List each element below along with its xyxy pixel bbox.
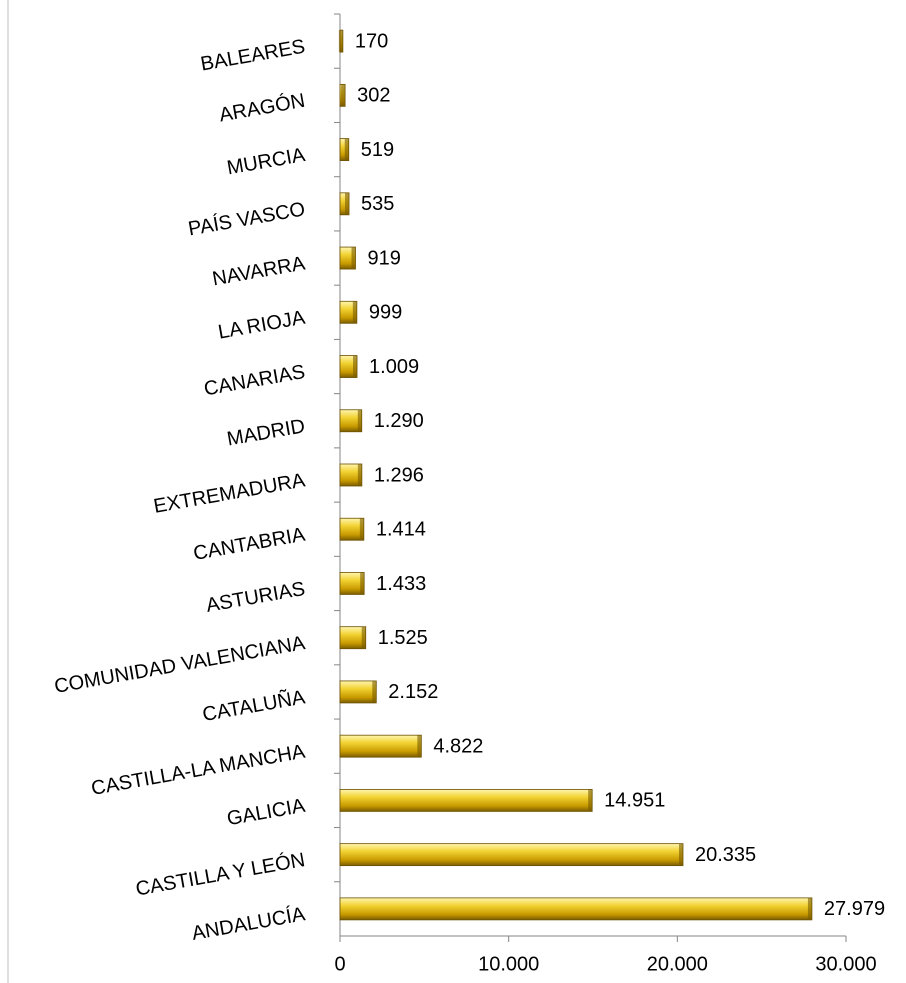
- bar-end-cap: [351, 247, 356, 270]
- bar-end-cap: [807, 897, 812, 920]
- bar-end-cap: [341, 84, 346, 107]
- bar-end-cap: [353, 355, 358, 378]
- value-label: 14.951: [604, 790, 665, 812]
- bar-end-cap: [344, 138, 349, 161]
- y-tick-label: CATALUÑA: [200, 684, 307, 726]
- y-tick-label: CASTILLA Y LEÓN: [134, 848, 307, 900]
- bar: [339, 734, 422, 758]
- value-label: 1.290: [374, 410, 424, 432]
- bar-end-cap: [357, 409, 362, 432]
- value-label: 535: [361, 193, 394, 215]
- value-label: 4.822: [433, 735, 483, 757]
- bar-end-cap: [338, 30, 343, 53]
- value-label: 1.525: [378, 627, 428, 649]
- value-label: 919: [368, 247, 401, 269]
- value-label: 20.335: [695, 844, 756, 866]
- value-label: 170: [355, 30, 388, 52]
- y-tick-label: ANDALUCÍA: [190, 902, 307, 945]
- bar-end-cap: [417, 735, 422, 758]
- x-tick-label: 30.000: [815, 953, 876, 975]
- bar: [339, 789, 593, 812]
- y-tick-label: COMUNIDAD VALENCIANA: [53, 632, 308, 698]
- bar: [339, 843, 684, 867]
- y-tick-label: ARAGÓN: [217, 89, 306, 127]
- value-label: 1.296: [374, 464, 424, 486]
- y-tick-label: CANTABRIA: [192, 524, 308, 565]
- bar: [339, 680, 377, 704]
- bar-end-cap: [361, 626, 366, 649]
- bar-end-cap: [352, 301, 357, 324]
- y-tick-label: ASTURIAS: [204, 578, 306, 617]
- value-label: 1.009: [369, 356, 419, 378]
- bar-end-cap: [357, 464, 362, 486]
- bar-end-cap: [588, 789, 593, 812]
- y-tick-label: MADRID: [225, 415, 307, 450]
- x-tick-label: 10.000: [478, 953, 539, 975]
- bar-end-cap: [359, 518, 364, 541]
- y-tick-label: LA RIOJA: [216, 307, 307, 344]
- value-label: 302: [357, 85, 390, 107]
- y-tick-label: PAÍS VASCO: [186, 197, 306, 240]
- value-label: 1.433: [376, 573, 426, 595]
- bar-end-cap: [678, 843, 683, 866]
- y-tick-label: CANARIAS: [202, 361, 307, 400]
- y-tick-label: GALICIA: [225, 795, 307, 830]
- value-label: 1.414: [376, 519, 426, 541]
- bar-end-cap: [360, 572, 365, 595]
- y-tick-label: BALEARES: [199, 36, 307, 76]
- y-tick-label: MURCIA: [225, 144, 307, 179]
- y-tick-label: EXTREMADURA: [152, 469, 307, 517]
- y-tick-label: CASTILLA-LA MANCHA: [90, 741, 308, 800]
- y-tick-label: NAVARRA: [211, 252, 308, 290]
- bar: [339, 897, 813, 921]
- x-tick-label: 20.000: [647, 953, 708, 975]
- x-tick-label: 0: [334, 953, 345, 975]
- value-label: 999: [369, 302, 402, 324]
- bar-end-cap: [345, 192, 350, 215]
- bar-end-cap: [372, 680, 377, 703]
- value-label: 27.979: [824, 898, 885, 920]
- value-label: 2.152: [388, 681, 438, 703]
- value-label: 519: [361, 139, 394, 161]
